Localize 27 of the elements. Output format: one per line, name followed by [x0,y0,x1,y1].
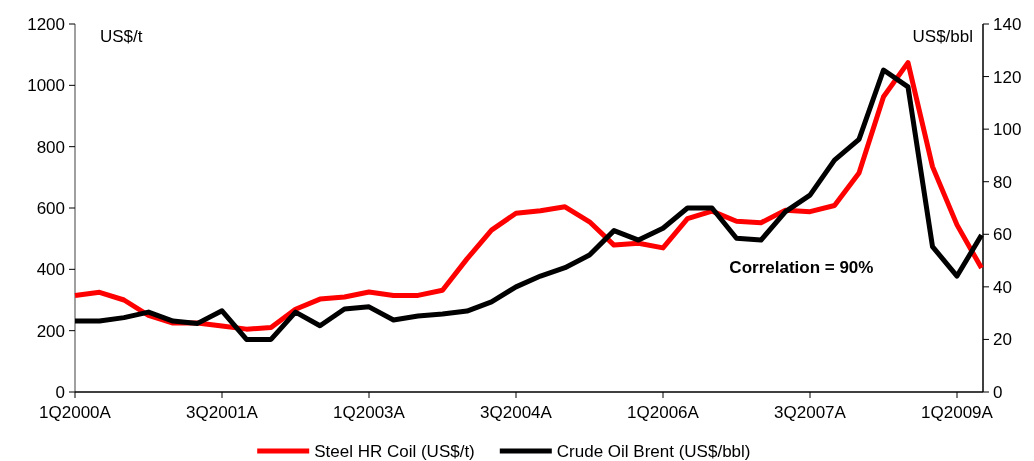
legend-label: Crude Oil Brent (US$/bbl) [556,441,751,461]
y2-tick-label: 100 [993,120,1022,140]
x-tick-label: 1Q2009A [921,403,994,422]
y-tick-label: 600 [36,198,65,218]
y2-tick-label: 120 [993,67,1022,87]
y-tick-label: 800 [36,137,65,157]
x-tick-label: 1Q2003A [333,403,406,422]
y2-tick-label: 40 [993,277,1012,297]
x-tick-label: 3Q2007A [774,403,847,422]
x-tick-label: 3Q2004A [480,403,553,422]
y-tick-label: 400 [36,260,65,280]
y-tick-label: 1000 [27,76,65,96]
x-tick-label: 3Q2001A [186,403,259,422]
x-tick-label: 1Q2000A [39,403,112,422]
y2-tick-label: 140 [993,14,1022,34]
x-tick-label: 1Q2006A [627,403,700,422]
y-tick-label: 0 [55,382,65,402]
y2-tick-label: 80 [993,172,1012,192]
annotation: Correlation = 90% [729,257,874,277]
y-axis-title: US$/t [100,27,143,46]
y-tick-label: 200 [36,321,65,341]
y2-tick-label: 60 [993,225,1012,245]
y-tick-label: 1200 [27,14,65,34]
y2-tick-label: 0 [993,382,1003,402]
y2-tick-label: 20 [993,330,1012,350]
y2-axis-title: US$/bbl [912,27,973,46]
legend-label: Steel HR Coil (US$/t) [314,441,475,461]
